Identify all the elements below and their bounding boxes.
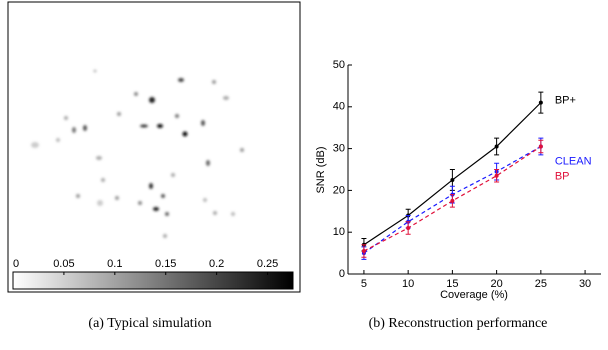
colorbar-tick-label: 0.2 <box>209 258 224 270</box>
marker <box>494 144 499 149</box>
blobs <box>31 69 244 238</box>
y-tick-label: 50 <box>333 59 345 71</box>
marker <box>406 226 411 231</box>
x-tick-label: 20 <box>490 278 502 290</box>
y-axis-label: SNR (dB) <box>315 146 327 193</box>
x-tick-label: 30 <box>579 278 591 290</box>
marker <box>361 249 366 254</box>
colorbar-tick-label: 0.25 <box>257 258 278 270</box>
caption: (a) Typical simulation <box>88 316 211 331</box>
marker <box>450 198 455 203</box>
colorbar-tick-label: 0.05 <box>53 258 74 270</box>
marker <box>494 173 499 178</box>
series-label: CLEAN <box>555 155 592 167</box>
x-axis-label: Coverage (%) <box>440 289 508 301</box>
colorbar-tick-label: 0.15 <box>155 258 176 270</box>
colorbar-tick-label: 0 <box>13 258 19 270</box>
marker <box>538 144 543 149</box>
y-tick-label: 20 <box>333 184 345 196</box>
caption: (b) Reconstruction performance <box>369 316 548 331</box>
series-label: BP+ <box>555 95 576 107</box>
y-tick-label: 30 <box>333 143 345 155</box>
x-tick-label: 25 <box>535 278 547 290</box>
x-tick-label: 15 <box>446 278 458 290</box>
marker <box>538 100 543 105</box>
series-label: BP <box>555 170 570 182</box>
y-tick-label: 10 <box>333 226 345 238</box>
image-frame <box>7 1 301 293</box>
x-tick-label: 10 <box>402 278 414 290</box>
y-tick-label: 0 <box>339 268 345 280</box>
colorbar-tick-label: 0.1 <box>107 258 122 270</box>
y-tick-label: 40 <box>333 101 345 113</box>
marker <box>450 177 455 182</box>
colorbar <box>12 271 294 290</box>
x-tick-label: 5 <box>361 278 367 290</box>
